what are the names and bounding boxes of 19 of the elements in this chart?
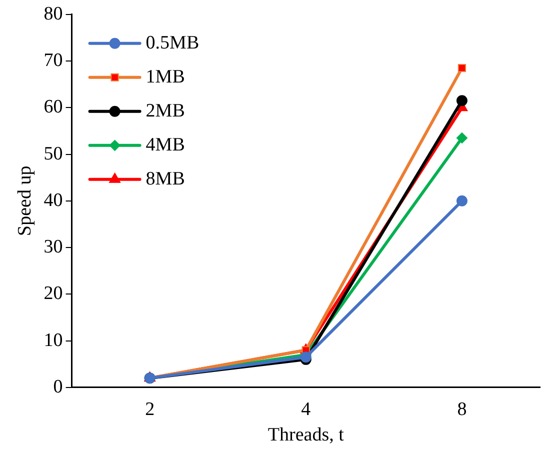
y-tick-label: 60 <box>44 96 63 118</box>
legend-label: 4MB <box>146 134 185 156</box>
y-tick-label: 0 <box>53 376 63 398</box>
y-tick-label: 10 <box>44 330 63 351</box>
legend-label: 2MB <box>146 100 185 122</box>
y-tick-label: 20 <box>44 283 63 304</box>
x-tick-label: 2 <box>145 398 155 420</box>
y-tick-label: 70 <box>44 50 63 72</box>
y-tick-label: 50 <box>44 143 63 164</box>
y-tick-label: 40 <box>44 190 63 211</box>
y-axis-title: Speed up <box>14 166 36 236</box>
y-tick-label: 80 <box>44 3 63 24</box>
legend-label: 0.5MB <box>146 32 200 54</box>
y-tick-label: 30 <box>44 236 63 258</box>
x-axis-title: Threads, t <box>268 424 345 446</box>
x-tick-label: 4 <box>301 398 312 420</box>
x-tick-label: 8 <box>457 398 467 420</box>
legend-label: 1MB <box>146 66 185 88</box>
legend-label: 8MB <box>146 168 185 190</box>
